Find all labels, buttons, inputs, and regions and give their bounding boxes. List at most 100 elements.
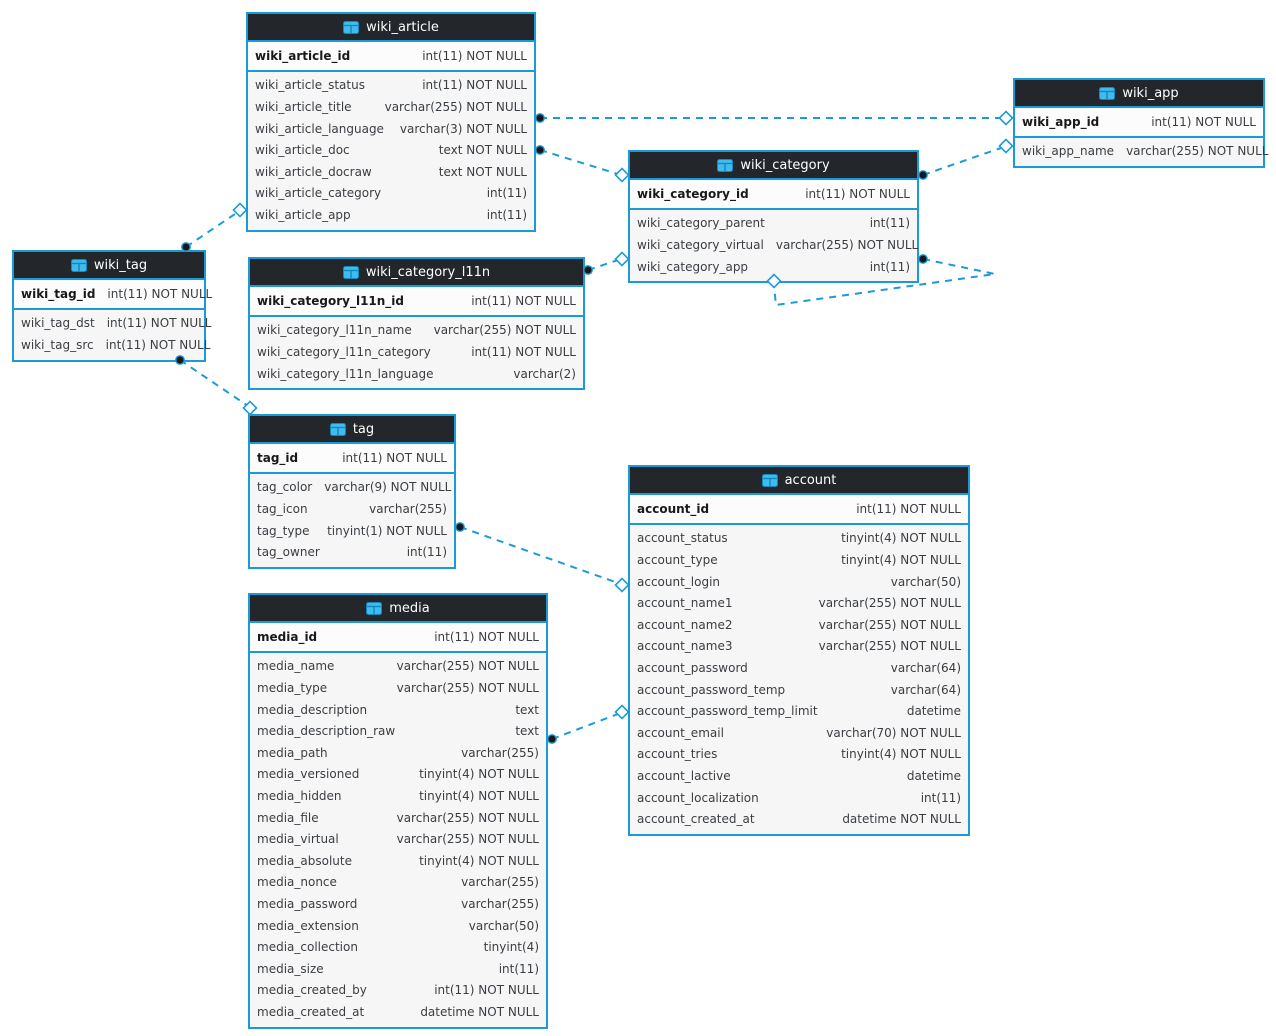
column-row[interactable]: media_size int(11) bbox=[250, 958, 546, 980]
column-row[interactable]: media_file varchar(255) NOT NULL bbox=[250, 807, 546, 829]
entity-table-media[interactable]: media media_id int(11) NOT NULL media_name v… bbox=[248, 593, 548, 1029]
entity-table-wiki_category_l11n[interactable]: wiki_category_l11n wiki_category_l11n_id i… bbox=[248, 257, 585, 391]
column-row[interactable]: wiki_article_status int(11) NOT NULL bbox=[248, 75, 534, 97]
column-row[interactable]: wiki_category_l11n_language varchar(2) bbox=[250, 363, 583, 385]
column-row[interactable]: tag_icon varchar(255) bbox=[250, 498, 454, 520]
table-header[interactable]: account bbox=[630, 467, 968, 495]
entity-table-tag[interactable]: tag tag_id int(11) NOT NULL tag_color varcha… bbox=[248, 414, 456, 569]
column-row[interactable]: account_type tinyint(4) NOT NULL bbox=[630, 549, 968, 571]
column-row[interactable]: media_name varchar(255) NOT NULL bbox=[250, 656, 546, 678]
primary-key-row[interactable]: wiki_app_id int(11) NOT NULL bbox=[1015, 111, 1263, 133]
primary-key-row[interactable]: account_id int(11) NOT NULL bbox=[630, 498, 968, 520]
column-row[interactable]: account_password varchar(64) bbox=[630, 657, 968, 679]
column-name: media_password bbox=[257, 896, 358, 911]
column-row[interactable]: account_password_temp varchar(64) bbox=[630, 679, 968, 701]
column-row[interactable]: account_localization int(11) bbox=[630, 787, 968, 809]
primary-key-row[interactable]: wiki_category_l11n_id int(11) NOT NULL bbox=[250, 290, 583, 312]
column-type: text bbox=[515, 724, 539, 739]
table-header[interactable]: wiki_app bbox=[1015, 80, 1263, 108]
column-row[interactable]: account_email varchar(70) NOT NULL bbox=[630, 722, 968, 744]
relation-line[interactable] bbox=[922, 147, 1002, 176]
column-row[interactable]: media_created_at datetime NOT NULL bbox=[250, 1001, 546, 1023]
primary-key-row[interactable]: wiki_article_id int(11) NOT NULL bbox=[248, 45, 534, 67]
column-row[interactable]: account_lactive datetime bbox=[630, 765, 968, 787]
column-row[interactable]: account_tries tinyint(4) NOT NULL bbox=[630, 744, 968, 766]
entity-table-wiki_article[interactable]: wiki_article wiki_article_id int(11) NOT N… bbox=[246, 12, 536, 232]
entity-table-wiki_tag[interactable]: wiki_tag wiki_tag_id int(11) NOT NULL wiki_… bbox=[12, 250, 212, 362]
relation-wiki_tag-to-wiki_article[interactable] bbox=[181, 202, 248, 252]
entity-table-account[interactable]: account account_id int(11) NOT NULL account… bbox=[628, 465, 970, 836]
relation-line[interactable] bbox=[459, 526, 619, 584]
column-row[interactable]: media_path varchar(255) bbox=[250, 742, 546, 764]
column-row[interactable]: wiki_article_doc text NOT NULL bbox=[248, 139, 534, 161]
column-row[interactable]: account_status tinyint(4) NOT NULL bbox=[630, 528, 968, 550]
column-row[interactable]: tag_color varchar(9) NOT NULL bbox=[250, 477, 454, 499]
column-row[interactable]: media_password varchar(255) bbox=[250, 893, 546, 915]
column-type: datetime bbox=[906, 704, 961, 719]
column-name: media_virtual bbox=[257, 832, 339, 847]
relation-line[interactable] bbox=[587, 259, 619, 271]
column-row[interactable]: media_type varchar(255) NOT NULL bbox=[250, 677, 546, 699]
column-row[interactable]: wiki_article_docraw text NOT NULL bbox=[248, 161, 534, 183]
column-row[interactable]: wiki_app_name varchar(255) NOT NULL bbox=[1015, 141, 1268, 163]
column-row[interactable]: account_created_at datetime NOT NULL bbox=[630, 808, 968, 830]
entity-table-wiki_category[interactable]: wiki_category wiki_category_id int(11) NOT… bbox=[628, 150, 919, 284]
column-row[interactable]: media_virtual varchar(255) NOT NULL bbox=[250, 828, 546, 850]
column-row[interactable]: account_name1 varchar(255) NOT NULL bbox=[630, 592, 968, 614]
column-row[interactable]: wiki_category_virtual varchar(255) NOT NU… bbox=[630, 234, 918, 256]
column-row[interactable]: wiki_category_app int(11) bbox=[630, 256, 917, 278]
relation-wiki_category_l11n-to-wiki_category[interactable] bbox=[583, 251, 630, 275]
column-row[interactable]: media_versioned tinyint(4) NOT NULL bbox=[250, 764, 546, 786]
column-row[interactable]: wiki_article_category int(11) bbox=[248, 183, 534, 205]
table-header[interactable]: wiki_category_l11n bbox=[250, 259, 583, 287]
table-header[interactable]: wiki_article bbox=[248, 14, 534, 42]
column-type: varchar(255) NOT NULL bbox=[433, 323, 576, 338]
relation-wiki_tag-to-tag[interactable] bbox=[175, 355, 258, 416]
relation-line[interactable] bbox=[185, 211, 239, 248]
column-name: media_versioned bbox=[257, 767, 360, 782]
column-row[interactable]: media_hidden tinyint(4) NOT NULL bbox=[250, 785, 546, 807]
relation-wiki_category-to-wiki_app[interactable] bbox=[918, 138, 1014, 180]
column-type: varchar(64) bbox=[890, 682, 961, 697]
column-row[interactable]: media_collection tinyint(4) bbox=[250, 936, 546, 958]
relation-wiki_article-to-wiki_category[interactable] bbox=[535, 145, 630, 183]
column-row[interactable]: wiki_category_l11n_name varchar(255) NOT … bbox=[250, 320, 583, 342]
relation-target-diamond-icon bbox=[242, 400, 258, 416]
table-header[interactable]: media bbox=[250, 595, 546, 623]
column-row[interactable]: wiki_tag_dst int(11) NOT NULL bbox=[14, 313, 211, 335]
column-row[interactable]: wiki_tag_src int(11) NOT NULL bbox=[14, 334, 210, 356]
entity-table-wiki_app[interactable]: wiki_app wiki_app_id int(11) NOT NULL wiki_… bbox=[1013, 78, 1268, 169]
primary-key-row[interactable]: media_id int(11) NOT NULL bbox=[250, 626, 546, 648]
column-row[interactable]: wiki_article_app int(11) bbox=[248, 204, 534, 226]
table-header[interactable]: tag bbox=[250, 416, 454, 444]
relation-wiki_article-to-wiki_app[interactable] bbox=[535, 110, 1014, 126]
column-row[interactable]: media_created_by int(11) NOT NULL bbox=[250, 980, 546, 1002]
table-header[interactable]: wiki_category bbox=[630, 152, 917, 180]
column-row[interactable]: tag_type tinyint(1) NOT NULL bbox=[250, 520, 454, 542]
column-row[interactable]: media_description_raw text bbox=[250, 720, 546, 742]
column-row[interactable]: wiki_article_language varchar(3) NOT NULL bbox=[248, 118, 534, 140]
column-row[interactable]: tag_owner int(11) bbox=[250, 541, 454, 563]
relation-media-to-account[interactable] bbox=[547, 704, 630, 744]
column-row[interactable]: account_name3 varchar(255) NOT NULL bbox=[630, 636, 968, 658]
primary-key-row[interactable]: tag_id int(11) NOT NULL bbox=[250, 447, 454, 469]
primary-key-row[interactable]: wiki_category_id int(11) NOT NULL bbox=[630, 183, 917, 205]
column-row[interactable]: media_absolute tinyint(4) NOT NULL bbox=[250, 850, 546, 872]
column-row[interactable]: account_name2 varchar(255) NOT NULL bbox=[630, 614, 968, 636]
relation-line[interactable] bbox=[551, 713, 619, 740]
relation-line[interactable] bbox=[179, 359, 249, 407]
relation-tag-to-account[interactable] bbox=[455, 522, 630, 593]
table-header[interactable]: wiki_tag bbox=[14, 252, 204, 280]
column-row[interactable]: media_description text bbox=[250, 699, 546, 721]
column-row[interactable]: media_extension varchar(50) bbox=[250, 915, 546, 937]
primary-key-row[interactable]: wiki_tag_id int(11) NOT NULL bbox=[14, 283, 212, 305]
column-row[interactable]: wiki_article_title varchar(255) NOT NULL bbox=[248, 96, 534, 118]
column-row[interactable]: account_password_temp_limit datetime bbox=[630, 700, 968, 722]
column-row[interactable]: wiki_category_l11n_category int(11) NOT N… bbox=[250, 341, 583, 363]
column-row[interactable]: media_nonce varchar(255) bbox=[250, 872, 546, 894]
column-row[interactable]: wiki_category_parent int(11) bbox=[630, 213, 917, 235]
column-name: media_extension bbox=[257, 918, 359, 933]
relation-line[interactable] bbox=[539, 149, 619, 175]
column-row[interactable]: account_login varchar(50) bbox=[630, 571, 968, 593]
